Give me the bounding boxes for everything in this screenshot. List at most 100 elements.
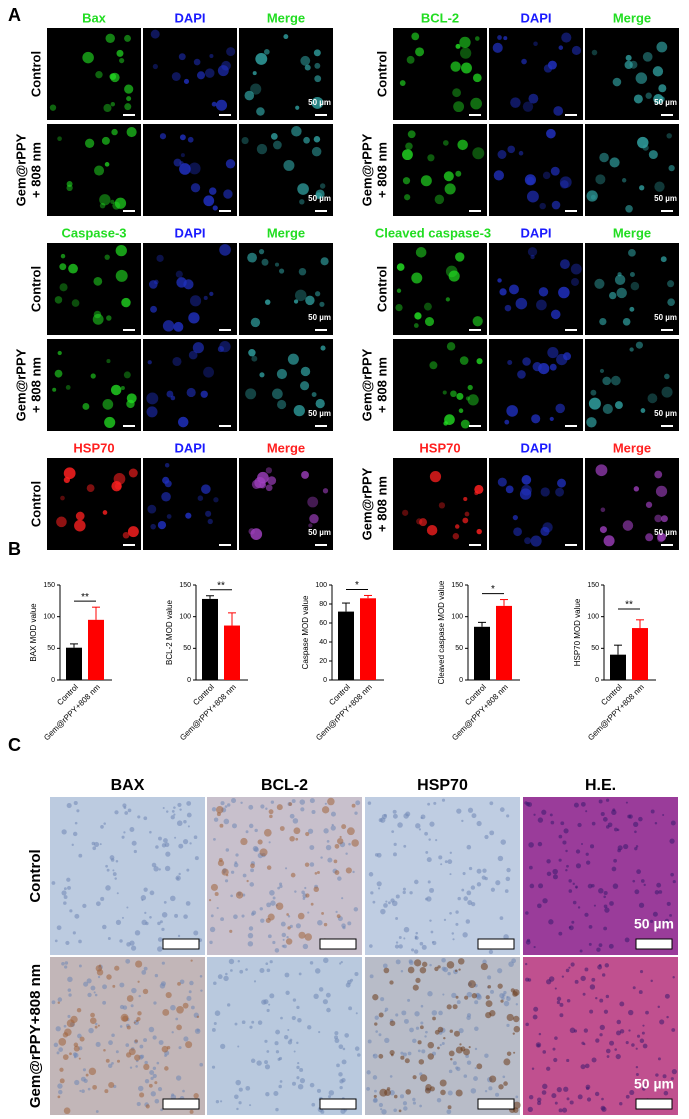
nucleus [502,993,506,997]
nucleus [149,1070,155,1075]
nucleus [415,1026,420,1030]
nucleus [250,868,254,873]
cell [599,152,609,163]
nucleus [581,1041,585,1045]
nucleus [155,845,159,849]
cell [595,174,606,185]
nucleus [569,1027,576,1034]
cell [173,158,182,167]
cell [308,523,313,528]
nucleus [411,948,415,952]
nucleus [414,1011,420,1017]
nucleus [413,949,419,954]
cell [455,43,461,49]
nucleus [161,912,168,918]
nucleus [102,984,107,990]
cell [110,199,115,205]
nucleus [237,959,241,963]
nucleus [344,1033,349,1038]
cell [557,478,566,488]
nucleus [591,977,596,982]
nucleus [598,799,603,804]
stain [229,929,233,933]
nucleus [549,813,553,817]
scale-bar [315,210,327,212]
cell [315,398,325,409]
nucleus [115,859,119,863]
cell [629,272,635,278]
nucleus [355,1012,358,1015]
nucleus [634,830,637,834]
stain [512,989,520,996]
cell [460,419,470,429]
significance: * [491,584,495,595]
nucleus [412,1101,416,1105]
nucleus [419,1104,422,1108]
channel-label: DAPI [174,10,205,25]
stain [503,1081,508,1086]
nucleus [324,802,327,805]
nucleus [230,870,235,874]
cell [427,154,435,162]
nucleus [499,807,505,812]
cell [399,80,406,86]
cell [538,287,549,297]
nucleus [336,1063,340,1068]
nucleus [119,939,123,943]
cell [103,103,112,113]
cell [110,384,122,396]
nucleus [436,1098,442,1103]
cell [423,302,432,311]
nucleus [412,1038,417,1044]
nucleus [655,1073,659,1077]
nucleus [186,812,192,818]
cell [86,484,95,493]
cell [476,528,482,535]
cell [614,401,623,410]
nucleus [482,959,487,964]
nucleus [389,1090,395,1096]
nucleus [73,801,78,806]
cell [472,147,485,160]
nucleus [476,868,482,874]
cell [528,93,539,104]
cell [655,485,668,497]
nucleus [300,807,305,812]
nucleus [505,876,511,882]
stain [327,797,335,806]
stain [419,1025,424,1030]
y-tick-label: 150 [451,582,463,589]
nucleus [171,1031,174,1034]
channel-label: DAPI [520,440,551,455]
nucleus [126,906,129,909]
nucleus [558,858,562,862]
cell [150,29,160,39]
nucleus [287,1040,293,1045]
nucleus [266,968,271,973]
nucleus [537,1101,542,1106]
nucleus [552,1047,556,1051]
cell [602,403,613,415]
stain [286,913,289,916]
cell [111,128,118,136]
nucleus [88,1027,94,1034]
stain [513,1101,521,1109]
stain [384,1089,391,1096]
nucleus [558,1108,563,1113]
nucleus [138,994,141,998]
cell [660,515,668,523]
stain [122,1015,129,1022]
stain [189,1109,194,1114]
nucleus [525,911,529,915]
nucleus [447,1090,453,1096]
stain [417,1040,422,1045]
nucleus [573,1029,578,1033]
nucleus [455,910,459,914]
cell [295,105,300,110]
scale-bar [635,1098,673,1110]
nucleus [97,975,101,979]
nucleus [157,921,161,926]
nucleus [165,851,171,857]
cell [203,195,215,207]
nucleus [143,966,148,971]
